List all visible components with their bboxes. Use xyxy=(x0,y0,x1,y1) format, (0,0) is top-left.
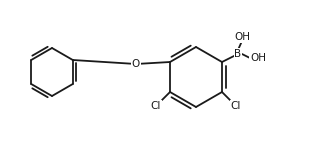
Text: O: O xyxy=(132,59,140,69)
Text: Cl: Cl xyxy=(231,101,241,111)
Text: OH: OH xyxy=(234,32,250,42)
Text: B: B xyxy=(234,49,241,59)
Text: Cl: Cl xyxy=(151,101,161,111)
Text: OH: OH xyxy=(250,53,266,63)
